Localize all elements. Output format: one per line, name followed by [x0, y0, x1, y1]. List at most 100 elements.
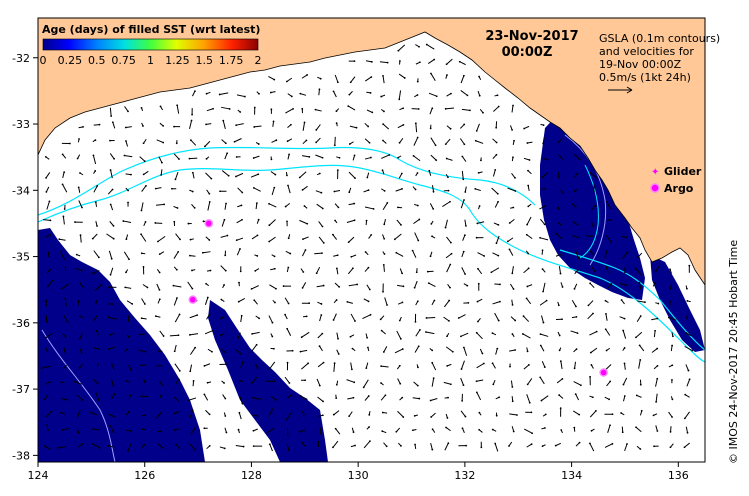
x-tick-label: 128 [241, 469, 262, 482]
velocity-vector [364, 395, 370, 401]
velocity-vector-head [140, 252, 143, 255]
velocity-vector-head [542, 321, 545, 324]
velocity-vector-head [97, 256, 100, 259]
velocity-vector-head [447, 442, 450, 445]
velocity-vector-head [321, 225, 324, 228]
velocity-vector-head [49, 234, 52, 237]
velocity-vector-head [460, 368, 463, 370]
velocity-vector [590, 347, 598, 353]
velocity-vector-head [251, 332, 254, 335]
velocity-vector [108, 346, 116, 350]
velocity-vector [461, 156, 467, 162]
velocity-vector-head [557, 207, 560, 210]
velocity-vector [443, 300, 450, 308]
velocity-vector [237, 187, 243, 193]
velocity-vector-head [252, 186, 255, 189]
velocity-vector-head [370, 76, 373, 78]
velocity-vector-head [258, 317, 261, 320]
velocity-vector [443, 381, 451, 385]
velocity-vector-head [381, 169, 384, 172]
velocity-vector [127, 316, 130, 322]
velocity-vector-head [463, 234, 466, 237]
velocity-vector [319, 314, 322, 322]
velocity-vector-head [482, 111, 484, 114]
velocity-vector-head [142, 142, 145, 145]
velocity-vector-head [514, 349, 517, 351]
velocity-vector-head [512, 206, 515, 209]
velocity-vector [539, 377, 545, 385]
velocity-vector-head [49, 219, 52, 222]
velocity-vector-head [463, 123, 466, 126]
velocity-vector-head [395, 430, 398, 433]
velocity-vector-head [385, 445, 388, 448]
velocity-vector-head [635, 336, 637, 339]
velocity-vector-head [142, 173, 145, 176]
velocity-vector-head [191, 269, 193, 272]
velocity-vector-head [353, 202, 356, 205]
velocity-vector [605, 235, 612, 243]
velocity-vector [476, 363, 485, 369]
velocity-vector [206, 314, 210, 320]
velocity-vector [588, 300, 594, 306]
velocity-vector [655, 265, 661, 272]
velocity-vector [526, 443, 532, 448]
velocity-vector [189, 314, 198, 319]
velocity-vector-head [639, 448, 642, 450]
velocity-vector-head [604, 328, 607, 331]
velocity-vector-head [46, 424, 48, 427]
velocity-vector-head [576, 172, 579, 175]
velocity-vector-head [75, 253, 78, 256]
velocity-vector-head [522, 315, 525, 318]
x-tick-label: 134 [561, 469, 582, 482]
velocity-vector-head [274, 301, 276, 304]
velocity-vector-head [332, 90, 335, 93]
velocity-vector-head [475, 331, 478, 334]
sst-old-region-west [38, 228, 205, 462]
velocity-vector-head [107, 348, 110, 351]
velocity-vector [236, 237, 244, 241]
velocity-vector-head [416, 300, 419, 303]
velocity-vector-head [544, 413, 547, 416]
velocity-vector [509, 413, 518, 416]
velocity-vector [430, 398, 438, 401]
velocity-vector-head [512, 288, 515, 290]
velocity-vector [635, 268, 642, 276]
velocity-vector-head [589, 171, 592, 174]
velocity-vector [477, 252, 485, 257]
velocity-vector [221, 170, 229, 177]
velocity-vector-head [61, 183, 64, 186]
velocity-vector-head [63, 171, 66, 174]
velocity-vector-head [304, 249, 307, 251]
velocity-vector-head [356, 283, 359, 286]
velocity-vector-head [685, 332, 688, 334]
velocity-vector-head [460, 335, 462, 338]
velocity-vector [252, 331, 260, 335]
velocity-vector-head [162, 335, 165, 337]
velocity-vector-head [334, 219, 336, 222]
velocity-vector-head [497, 105, 500, 108]
velocity-vector-head [431, 428, 434, 431]
velocity-vector [79, 332, 83, 340]
velocity-vector-head [495, 242, 498, 245]
velocity-vector-head [514, 177, 516, 179]
velocity-vector [526, 216, 532, 225]
velocity-vector [382, 202, 388, 211]
velocity-vector [205, 409, 210, 415]
velocity-vector-head [522, 333, 524, 335]
velocity-vector-head [478, 75, 480, 78]
velocity-vector-head [178, 158, 180, 160]
velocity-vector-head [527, 252, 530, 255]
velocity-vector-head [347, 105, 350, 107]
velocity-vector-head [95, 330, 98, 332]
velocity-vector-head [143, 160, 146, 163]
velocity-vector-head [130, 368, 132, 371]
velocity-vector-head [367, 189, 370, 192]
velocity-vector-head [250, 382, 253, 385]
velocity-vector [555, 442, 562, 447]
velocity-vector [509, 349, 516, 352]
velocity-vector-head [333, 144, 336, 147]
velocity-vector [109, 221, 114, 227]
velocity-vector-head [508, 222, 511, 224]
velocity-vector-head [228, 108, 231, 110]
velocity-vector [686, 379, 691, 387]
